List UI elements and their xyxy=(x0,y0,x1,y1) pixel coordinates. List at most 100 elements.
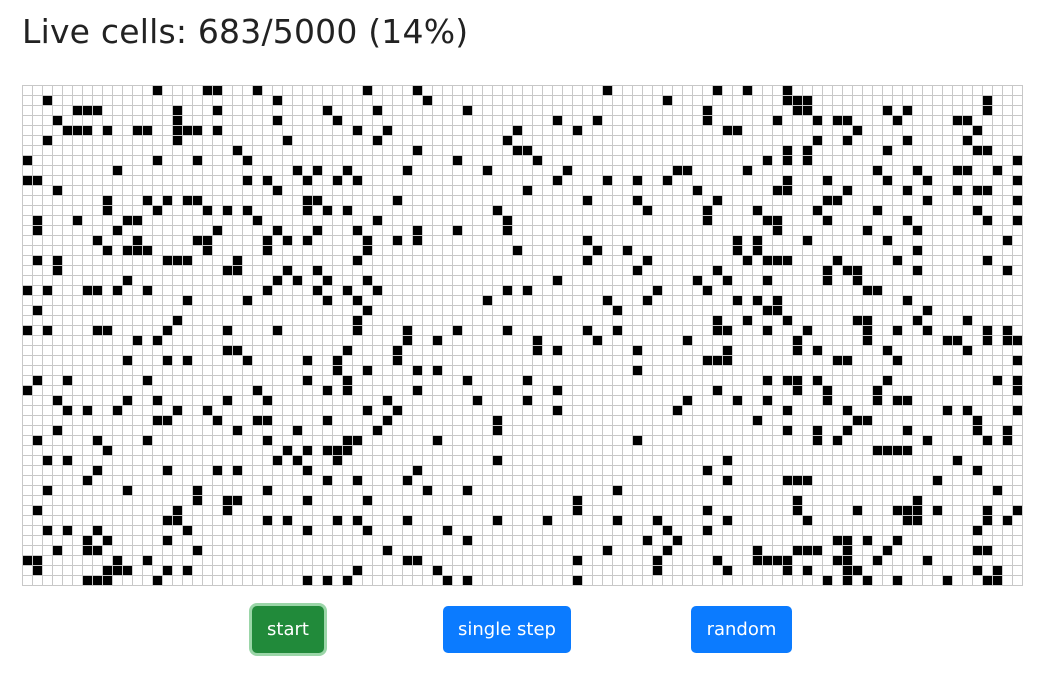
grid-cell[interactable] xyxy=(383,386,392,395)
grid-cell[interactable] xyxy=(363,126,372,135)
grid-cell[interactable] xyxy=(853,566,862,575)
grid-cell[interactable] xyxy=(733,396,742,405)
grid-cell[interactable] xyxy=(743,536,752,545)
grid-cell[interactable] xyxy=(823,386,832,395)
grid-cell[interactable] xyxy=(413,236,422,245)
grid-cell[interactable] xyxy=(183,336,192,345)
grid-cell[interactable] xyxy=(973,466,982,475)
grid-cell[interactable] xyxy=(143,86,152,95)
grid-cell[interactable] xyxy=(943,436,952,445)
grid-cell[interactable] xyxy=(833,146,842,155)
grid-cell[interactable] xyxy=(503,496,512,505)
grid-cell[interactable] xyxy=(763,536,772,545)
grid-cell[interactable] xyxy=(53,356,62,365)
grid-cell[interactable] xyxy=(343,316,352,325)
grid-cell[interactable] xyxy=(823,96,832,105)
grid-cell[interactable] xyxy=(873,146,882,155)
grid-cell[interactable] xyxy=(293,376,302,385)
grid-cell[interactable] xyxy=(663,226,672,235)
grid-cell[interactable] xyxy=(183,436,192,445)
grid-cell[interactable] xyxy=(133,216,142,225)
grid-cell[interactable] xyxy=(503,206,512,215)
grid-cell[interactable] xyxy=(203,516,212,525)
grid-cell[interactable] xyxy=(543,196,552,205)
grid-cell[interactable] xyxy=(703,496,712,505)
grid-cell[interactable] xyxy=(813,316,822,325)
grid-cell[interactable] xyxy=(263,186,272,195)
grid-cell[interactable] xyxy=(863,356,872,365)
grid-cell[interactable] xyxy=(43,546,52,555)
grid-cell[interactable] xyxy=(823,116,832,125)
grid-cell[interactable] xyxy=(883,236,892,245)
grid-cell[interactable] xyxy=(113,116,122,125)
grid-cell[interactable] xyxy=(123,226,132,235)
grid-cell[interactable] xyxy=(473,106,482,115)
grid-cell[interactable] xyxy=(403,556,412,565)
grid-cell[interactable] xyxy=(383,336,392,345)
grid-cell[interactable] xyxy=(693,86,702,95)
grid-cell[interactable] xyxy=(683,166,692,175)
grid-cell[interactable] xyxy=(153,246,162,255)
grid-cell[interactable] xyxy=(843,116,852,125)
grid-cell[interactable] xyxy=(203,306,212,315)
grid-cell[interactable] xyxy=(43,536,52,545)
grid-cell[interactable] xyxy=(163,466,172,475)
grid-cell[interactable] xyxy=(153,426,162,435)
grid-cell[interactable] xyxy=(673,156,682,165)
grid-cell[interactable] xyxy=(873,136,882,145)
grid-cell[interactable] xyxy=(383,546,392,555)
grid-cell[interactable] xyxy=(323,126,332,135)
grid-cell[interactable] xyxy=(593,156,602,165)
grid-cell[interactable] xyxy=(23,576,32,585)
grid-cell[interactable] xyxy=(613,446,622,455)
grid-cell[interactable] xyxy=(883,446,892,455)
grid-cell[interactable] xyxy=(393,326,402,335)
grid-cell[interactable] xyxy=(753,486,762,495)
grid-cell[interactable] xyxy=(923,416,932,425)
grid-cell[interactable] xyxy=(323,86,332,95)
grid-cell[interactable] xyxy=(303,396,312,405)
grid-cell[interactable] xyxy=(993,336,1002,345)
grid-cell[interactable] xyxy=(133,96,142,105)
grid-cell[interactable] xyxy=(83,206,92,215)
grid-cell[interactable] xyxy=(503,106,512,115)
grid-cell[interactable] xyxy=(593,86,602,95)
grid-cell[interactable] xyxy=(883,176,892,185)
grid-cell[interactable] xyxy=(563,376,572,385)
grid-cell[interactable] xyxy=(593,496,602,505)
grid-cell[interactable] xyxy=(213,216,222,225)
grid-cell[interactable] xyxy=(753,466,762,475)
grid-cell[interactable] xyxy=(903,406,912,415)
grid-cell[interactable] xyxy=(213,116,222,125)
grid-cell[interactable] xyxy=(813,136,822,145)
grid-cell[interactable] xyxy=(783,326,792,335)
grid-cell[interactable] xyxy=(863,416,872,425)
grid-cell[interactable] xyxy=(733,136,742,145)
grid-cell[interactable] xyxy=(583,216,592,225)
grid-cell[interactable] xyxy=(433,306,442,315)
grid-cell[interactable] xyxy=(953,186,962,195)
grid-cell[interactable] xyxy=(913,316,922,325)
grid-cell[interactable] xyxy=(663,176,672,185)
grid-cell[interactable] xyxy=(273,476,282,485)
grid-cell[interactable] xyxy=(353,506,362,515)
grid-cell[interactable] xyxy=(853,536,862,545)
grid-cell[interactable] xyxy=(653,456,662,465)
grid-cell[interactable] xyxy=(563,366,572,375)
grid-cell[interactable] xyxy=(773,366,782,375)
grid-cell[interactable] xyxy=(153,196,162,205)
grid-cell[interactable] xyxy=(473,266,482,275)
grid-cell[interactable] xyxy=(693,166,702,175)
grid-cell[interactable] xyxy=(573,216,582,225)
grid-cell[interactable] xyxy=(383,496,392,505)
grid-cell[interactable] xyxy=(693,306,702,315)
grid-cell[interactable] xyxy=(1003,316,1012,325)
grid-cell[interactable] xyxy=(203,336,212,345)
grid-cell[interactable] xyxy=(423,436,432,445)
grid-cell[interactable] xyxy=(643,296,652,305)
grid-cell[interactable] xyxy=(823,176,832,185)
grid-cell[interactable] xyxy=(553,536,562,545)
grid-cell[interactable] xyxy=(873,546,882,555)
grid-cell[interactable] xyxy=(373,566,382,575)
grid-cell[interactable] xyxy=(633,396,642,405)
